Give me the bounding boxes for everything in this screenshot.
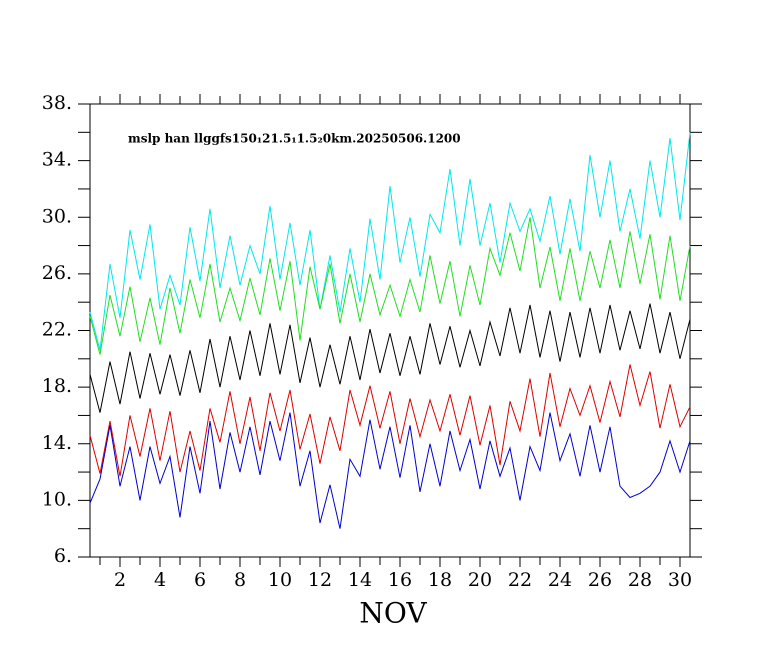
y-tick-label: 18.: [42, 375, 72, 397]
x-tick-label: 26: [588, 569, 612, 591]
chart-title: mslp han llggfs150₁21.5₁1.5₂0km.20250506…: [128, 132, 461, 146]
y-tick-label: 14.: [42, 432, 72, 454]
x-tick-label: 2: [114, 569, 126, 591]
x-tick-label: 24: [548, 569, 572, 591]
series-line: [89, 364, 691, 477]
x-tick-label: 22: [508, 569, 532, 591]
x-axis-label: NOV: [359, 597, 427, 630]
x-tick-label: 4: [154, 569, 166, 591]
series-line: [89, 132, 691, 351]
x-tick-label: 18: [428, 569, 452, 591]
x-tick-label: 12: [308, 569, 332, 591]
series-line: [89, 412, 691, 529]
y-tick-label: 26.: [42, 262, 72, 284]
y-tick-label: 34.: [42, 149, 72, 171]
x-tick-label: 30: [668, 569, 692, 591]
y-tick-label: 38.: [42, 92, 72, 114]
x-tick-label: 28: [628, 569, 652, 591]
x-tick-label: 10: [268, 569, 292, 591]
series-line: [89, 217, 691, 355]
plot-frame: [89, 103, 691, 558]
series-line: [89, 303, 691, 413]
x-tick-label: 20: [468, 569, 492, 591]
x-tick-label: 8: [234, 569, 246, 591]
y-tick-label: 22.: [42, 319, 72, 341]
x-tick-label: 16: [388, 569, 412, 591]
y-tick-label: 10.: [42, 488, 72, 510]
y-tick-label: 6.: [54, 545, 72, 567]
x-tick-label: 14: [348, 569, 372, 591]
y-tick-label: 30.: [42, 205, 72, 227]
x-tick-label: 6: [194, 569, 206, 591]
